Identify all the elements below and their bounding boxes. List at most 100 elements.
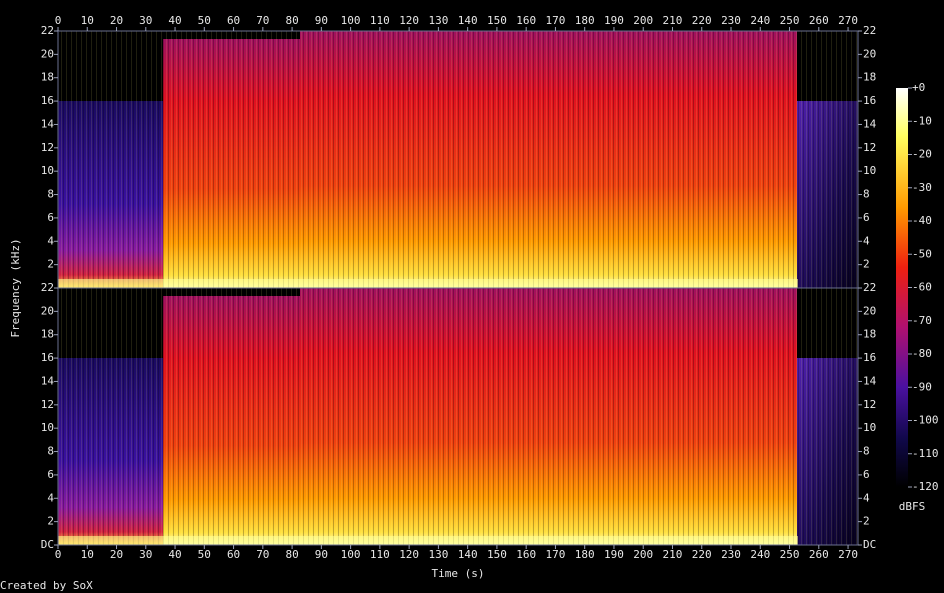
y-tick-label: 20 xyxy=(863,304,876,317)
spectrogram-image xyxy=(58,31,858,288)
x-tick-label: 40 xyxy=(168,548,181,561)
x-tick-label: 40 xyxy=(168,14,181,27)
y-tick-label: 2 xyxy=(47,515,54,528)
y-tick-label: 2 xyxy=(863,515,870,528)
spectrogram-image xyxy=(58,288,858,545)
x-tick-label: 200 xyxy=(633,14,653,27)
y-tick-label: 18 xyxy=(41,71,54,84)
x-tick-label: 170 xyxy=(546,14,566,27)
colorbar-tick-label: -100 xyxy=(912,414,939,427)
colorbar-label: dBFS xyxy=(899,500,926,513)
x-tick-label: 250 xyxy=(780,548,800,561)
y-tick-label: 18 xyxy=(41,328,54,341)
y-axis-label: Frequency (kHz) xyxy=(9,238,22,337)
x-tick-label: 60 xyxy=(227,14,240,27)
x-tick-label: 270 xyxy=(838,14,858,27)
y-tick-label: 8 xyxy=(863,188,870,201)
x-tick-label: 10 xyxy=(81,14,94,27)
y-tick-label: 20 xyxy=(863,47,876,60)
x-tick-label: 180 xyxy=(575,14,595,27)
x-tick-label: 90 xyxy=(315,14,328,27)
colorbar-tick-label: -40 xyxy=(912,214,932,227)
colorbar-tick-label: -80 xyxy=(912,347,932,360)
y-tick-label: 16 xyxy=(41,94,54,107)
x-tick-label: 170 xyxy=(546,548,566,561)
x-tick-label: 220 xyxy=(692,548,712,561)
x-tick-label: 80 xyxy=(285,548,298,561)
y-tick-label: 4 xyxy=(47,234,54,247)
y-tick-label: 8 xyxy=(47,445,54,458)
y-tick-label: 2 xyxy=(47,258,54,271)
y-tick-label: 14 xyxy=(863,374,877,387)
y-tick-label: 12 xyxy=(41,398,54,411)
x-tick-label: 110 xyxy=(370,14,390,27)
y-tick-label: DC xyxy=(41,538,54,551)
y-tick-label: 22 xyxy=(41,281,54,294)
colorbar-tick-label: -60 xyxy=(912,281,932,294)
x-tick-label: 130 xyxy=(428,548,448,561)
y-tick-label: 2 xyxy=(863,258,870,271)
y-tick-label: 10 xyxy=(863,421,876,434)
colorbar-tick-label: -30 xyxy=(912,181,932,194)
colorbar-tick-label: -90 xyxy=(912,380,932,393)
colorbar-tick-label: -10 xyxy=(912,114,932,127)
x-tick-label: 70 xyxy=(256,548,269,561)
y-tick-label: 14 xyxy=(863,117,877,130)
y-tick-label: 22 xyxy=(863,281,876,294)
y-tick-label: 12 xyxy=(41,141,54,154)
y-tick-label: 10 xyxy=(863,164,876,177)
y-tick-label: 6 xyxy=(863,468,870,481)
y-tick-label: 6 xyxy=(47,211,54,224)
x-tick-label: 130 xyxy=(428,14,448,27)
x-tick-label: 30 xyxy=(139,548,152,561)
y-tick-label: 8 xyxy=(47,188,54,201)
x-tick-label: 190 xyxy=(604,14,624,27)
footer: Created by SoX xyxy=(0,579,93,592)
y-tick-label: 14 xyxy=(41,117,55,130)
y-tick-label: 12 xyxy=(863,141,876,154)
x-tick-label: 150 xyxy=(487,548,507,561)
x-tick-label: 240 xyxy=(750,548,770,561)
x-tick-label: 220 xyxy=(692,14,712,27)
x-tick-label: 190 xyxy=(604,548,624,561)
y-tick-label: 4 xyxy=(47,491,54,504)
y-tick-label: 16 xyxy=(863,351,876,364)
colorbar-tick-label: +0 xyxy=(912,81,925,94)
colorbar-tick-label: -20 xyxy=(912,148,932,161)
x-tick-label: 20 xyxy=(110,548,123,561)
colorbar-tick-label: -120 xyxy=(912,480,939,493)
x-tick-label: 210 xyxy=(663,548,683,561)
x-tick-label: 50 xyxy=(198,548,211,561)
x-tick-label: 70 xyxy=(256,14,269,27)
y-tick-label: 4 xyxy=(863,234,870,247)
x-tick-label: 140 xyxy=(458,548,478,561)
y-tick-label: 18 xyxy=(863,71,876,84)
y-tick-label: 6 xyxy=(47,468,54,481)
x-tick-label: 60 xyxy=(227,548,240,561)
y-tick-label: 22 xyxy=(863,24,876,37)
x-tick-label: 80 xyxy=(285,14,298,27)
y-tick-label: 4 xyxy=(863,491,870,504)
x-tick-label: 200 xyxy=(633,548,653,561)
x-tick-label: 90 xyxy=(315,548,328,561)
colorbar-tick-label: -110 xyxy=(912,447,939,460)
x-tick-label: 0 xyxy=(55,14,62,27)
x-tick-label: 230 xyxy=(721,14,741,27)
x-tick-label: 140 xyxy=(458,14,478,27)
x-tick-label: 110 xyxy=(370,548,390,561)
x-tick-label: 50 xyxy=(198,14,211,27)
x-tick-label: 20 xyxy=(110,14,123,27)
y-tick-label: 14 xyxy=(41,374,55,387)
x-tick-label: 180 xyxy=(575,548,595,561)
y-tick-label: 16 xyxy=(863,94,876,107)
x-tick-label: 260 xyxy=(809,14,829,27)
y-tick-label: 20 xyxy=(41,47,54,60)
y-tick-label: 10 xyxy=(41,421,54,434)
y-tick-label: 12 xyxy=(863,398,876,411)
x-tick-label: 270 xyxy=(838,548,858,561)
x-tick-label: 150 xyxy=(487,14,507,27)
colorbar-tick-label: -50 xyxy=(912,247,932,260)
x-tick-label: 10 xyxy=(81,548,94,561)
x-tick-label: 100 xyxy=(341,14,361,27)
